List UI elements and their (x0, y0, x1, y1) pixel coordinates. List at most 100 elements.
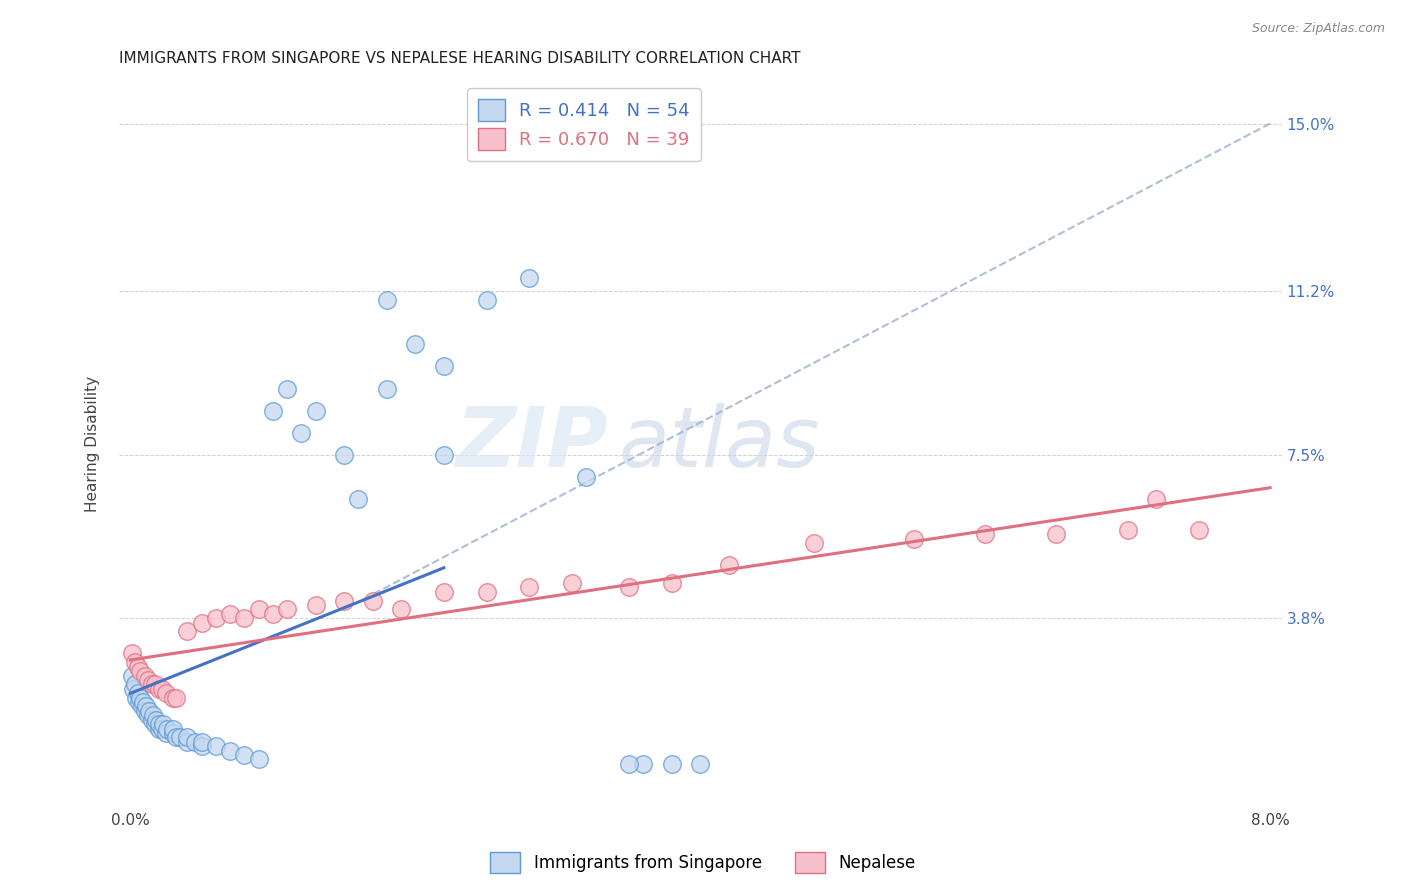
Point (127, 659, 149, 673)
Point (165, 731, 187, 745)
Point (132, 695, 155, 709)
Point (517, 271, 540, 285)
Point (974, 527, 997, 541)
Point (1116, 523, 1139, 537)
Point (127, 686, 149, 700)
Point (121, 647, 143, 661)
Point (176, 624, 198, 639)
Point (233, 611, 256, 625)
Point (124, 677, 146, 691)
Point (205, 611, 228, 625)
Point (169, 731, 191, 745)
Point (1144, 491, 1167, 506)
Point (152, 717, 174, 731)
Point (143, 717, 166, 731)
Point (121, 668, 143, 682)
Point (190, 739, 212, 754)
Point (142, 708, 165, 723)
Point (141, 677, 163, 691)
Point (347, 491, 370, 506)
Point (304, 403, 326, 417)
Point (131, 699, 153, 714)
Point (129, 690, 152, 705)
Point (150, 681, 173, 696)
Point (124, 656, 146, 670)
Text: ZIP: ZIP (454, 403, 607, 484)
Point (475, 293, 498, 308)
Point (247, 752, 270, 766)
Point (389, 602, 412, 616)
Point (689, 756, 711, 771)
Point (404, 337, 426, 351)
Point (233, 748, 256, 763)
Point (247, 602, 270, 616)
Point (517, 580, 540, 594)
Point (433, 448, 456, 462)
Point (219, 744, 242, 758)
Point (155, 686, 177, 700)
Point (617, 756, 640, 771)
Point (145, 713, 167, 727)
Text: atlas: atlas (619, 403, 821, 484)
Point (262, 403, 284, 417)
Point (162, 722, 184, 736)
Y-axis label: Hearing Disability: Hearing Disability (86, 376, 100, 512)
Point (575, 470, 598, 484)
Point (561, 575, 583, 590)
Point (136, 708, 159, 723)
Point (134, 704, 156, 718)
Point (375, 293, 398, 308)
Point (125, 690, 148, 705)
Point (176, 731, 198, 745)
Legend: R = 0.414   N = 54, R = 0.670   N = 39: R = 0.414 N = 54, R = 0.670 N = 39 (467, 88, 702, 161)
Point (205, 739, 228, 754)
Point (803, 536, 825, 550)
Point (333, 448, 356, 462)
Point (661, 575, 683, 590)
Point (276, 602, 298, 616)
Point (122, 681, 145, 696)
Point (176, 735, 198, 749)
Text: Source: ZipAtlas.com: Source: ZipAtlas.com (1251, 22, 1385, 36)
Point (903, 532, 925, 546)
Point (661, 756, 683, 771)
Point (1188, 523, 1211, 537)
Point (183, 735, 205, 749)
Point (375, 382, 398, 396)
Point (156, 722, 179, 736)
Text: IMMIGRANTS FROM SINGAPORE VS NEPALESE HEARING DISABILITY CORRELATION CHART: IMMIGRANTS FROM SINGAPORE VS NEPALESE HE… (120, 51, 800, 66)
Point (361, 593, 384, 607)
Point (148, 717, 170, 731)
Point (190, 735, 212, 749)
Point (475, 584, 498, 599)
Point (276, 382, 298, 396)
Point (136, 673, 159, 687)
Point (141, 713, 163, 727)
Point (165, 690, 187, 705)
Point (150, 722, 173, 736)
Point (262, 607, 284, 621)
Point (290, 425, 312, 440)
Point (717, 558, 740, 573)
Point (617, 580, 640, 594)
Point (162, 726, 184, 740)
Point (143, 677, 166, 691)
Point (134, 668, 156, 682)
Point (148, 681, 170, 696)
Point (633, 756, 655, 771)
Point (1045, 527, 1067, 541)
Point (148, 722, 170, 736)
Point (128, 695, 150, 709)
Point (162, 690, 184, 705)
Point (433, 359, 456, 374)
Point (219, 607, 242, 621)
Point (138, 704, 160, 718)
Point (333, 593, 356, 607)
Point (304, 598, 326, 612)
Legend: Immigrants from Singapore, Nepalese: Immigrants from Singapore, Nepalese (484, 846, 922, 880)
Point (135, 699, 157, 714)
Point (190, 615, 212, 630)
Point (433, 584, 456, 599)
Point (129, 664, 152, 678)
Point (155, 726, 177, 740)
